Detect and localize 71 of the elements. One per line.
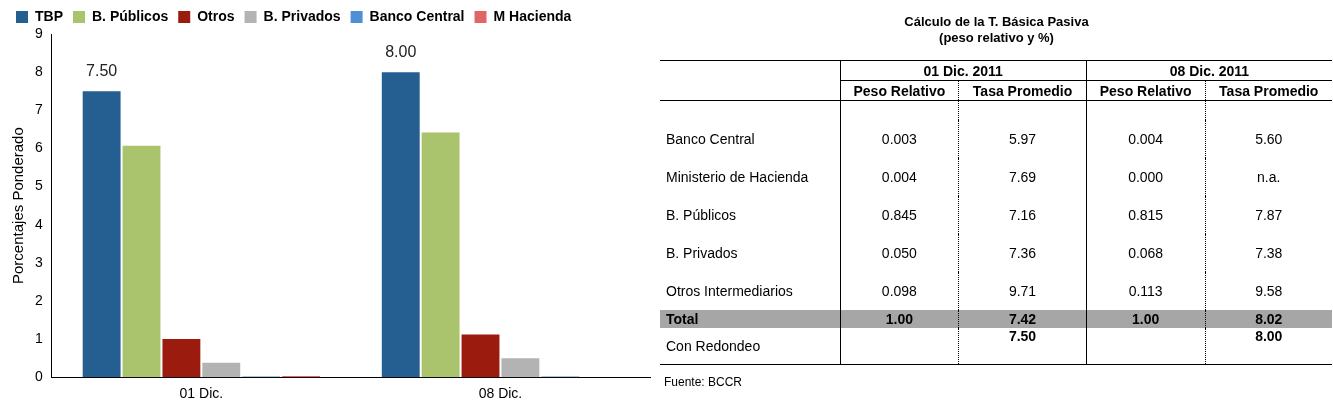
category-label: Peso Relativo [1086, 80, 1206, 101]
text: 1.00 [1132, 311, 1160, 327]
category-label: Banco Central [666, 131, 755, 147]
y-tick-label: 8 [34, 62, 43, 79]
category-label: Otros Intermediarios [666, 283, 793, 299]
text: 0.000 [1128, 169, 1164, 185]
y-tick-label: 6 [34, 139, 43, 156]
bar [122, 145, 161, 378]
text: 0.815 [1128, 207, 1164, 223]
category-label: B. Públicos [666, 207, 737, 223]
bar [421, 132, 460, 378]
data-label: 8.00 [385, 42, 417, 60]
category-label: Peso Relativo [840, 80, 959, 101]
y-tick-label: 2 [34, 291, 43, 308]
source-note: Fuente: BCCR [664, 375, 744, 389]
text: 9.58 [1255, 283, 1283, 299]
text: 5.97 [1008, 131, 1037, 147]
y-tick-label: 3 [34, 253, 43, 270]
y-tick-label: 1 [34, 329, 43, 346]
text: 0.068 [1128, 245, 1164, 261]
text: 7.42 [1008, 311, 1037, 327]
data-label: 7.50 [86, 61, 118, 79]
text: 5.60 [1255, 131, 1283, 147]
text: (peso relativo y %) [939, 30, 1054, 45]
text: 0.845 [881, 207, 917, 223]
text: 0.098 [881, 283, 917, 299]
bar [162, 339, 201, 378]
x-tick-label: 08 Dic. [478, 385, 523, 402]
bar [82, 91, 121, 378]
text: 9.71 [1008, 283, 1037, 299]
text: 7.16 [1008, 207, 1037, 223]
y-tick-label: 4 [34, 215, 43, 232]
bar [202, 362, 241, 378]
bar [461, 334, 500, 378]
y-tick-label: 0 [34, 368, 43, 385]
text: 7.36 [1008, 245, 1037, 261]
category-label: Ministerio de Hacienda [666, 169, 809, 185]
text: n.a. [1257, 169, 1281, 185]
category-label: Tasa Promedio [958, 80, 1087, 101]
y-axis-title: Porcentajes Ponderado [9, 127, 27, 284]
text: 8.00 [1255, 328, 1283, 344]
text: 0.050 [881, 245, 917, 261]
text: 1.00 [885, 311, 914, 327]
y-tick-label: 7 [34, 101, 43, 118]
bar [381, 72, 420, 378]
bar [501, 358, 540, 378]
x-tick-label: 01 Dic. [179, 385, 224, 402]
text: 01 Dic. 2011 [840, 60, 1087, 81]
category-label: B. Privados [666, 245, 738, 261]
text: 8.02 [1255, 311, 1283, 327]
text: 7.38 [1255, 245, 1283, 261]
text: 0.003 [881, 131, 917, 147]
legend-label: Otros [197, 7, 235, 24]
y-tick-label: 5 [34, 177, 43, 194]
text: 7.87 [1255, 207, 1283, 223]
legend-label: B. Públicos [92, 7, 169, 24]
legend-label: B. Privados [263, 7, 341, 24]
text: 0.004 [1128, 131, 1164, 147]
text: 0.004 [881, 169, 917, 185]
legend-label: TBP [35, 7, 63, 24]
text: 7.50 [1008, 328, 1037, 344]
category-label: Tasa Promedio [1205, 80, 1332, 101]
category-label: Total [666, 311, 699, 327]
legend-label: M Hacienda [493, 7, 572, 24]
text: 7.69 [1008, 169, 1037, 185]
legend-label: Banco Central [369, 7, 465, 24]
text: 08 Dic. 2011 [1086, 60, 1332, 81]
text: Cálculo de la T. Básica Pasiva [904, 14, 1089, 29]
text: 0.113 [1128, 283, 1163, 299]
y-tick-label: 9 [34, 24, 43, 41]
category-label: Con Redondeo [666, 338, 761, 354]
